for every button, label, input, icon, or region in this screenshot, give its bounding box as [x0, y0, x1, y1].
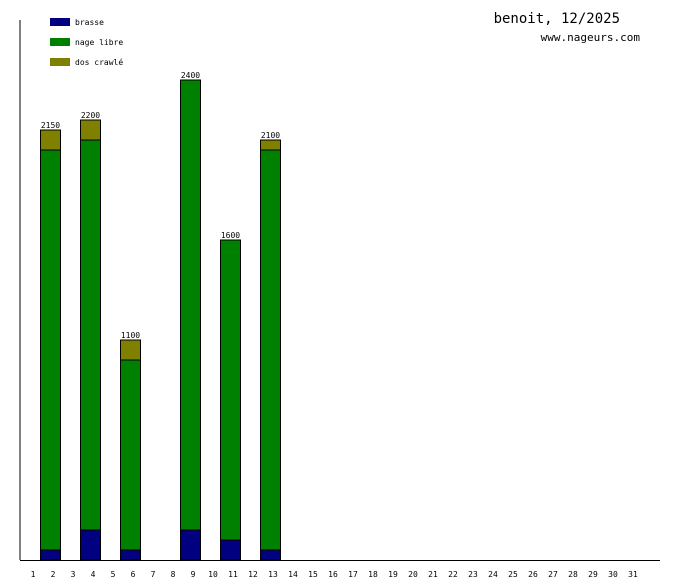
x-tick-label: 28	[568, 570, 578, 579]
x-tick-label: 10	[208, 570, 218, 579]
legend-label-1: nage libre	[75, 38, 123, 47]
x-tick-label: 5	[111, 570, 116, 579]
x-tick-label: 18	[368, 570, 378, 579]
x-tick-label: 8	[171, 570, 176, 579]
chart-title: benoit, 12/2025	[494, 11, 620, 27]
legend: brasse nage libre dos crawlé	[50, 18, 123, 67]
x-tick-label: 1	[31, 570, 36, 579]
bar-segment	[80, 119, 101, 141]
x-tick-label: 25	[508, 570, 518, 579]
bar-total-label: 2100	[261, 131, 280, 140]
bar-segment	[80, 529, 101, 561]
x-tick-label: 2	[51, 570, 56, 579]
x-tick-label: 6	[131, 570, 136, 579]
legend-label-2: dos crawlé	[75, 57, 123, 67]
x-tick-label: 11	[228, 570, 238, 579]
bar-segment	[180, 79, 201, 531]
x-tick-label: 21	[428, 570, 438, 579]
x-tick-label: 9	[191, 570, 196, 579]
bar-segment	[40, 149, 61, 551]
x-tick-label: 31	[628, 570, 638, 579]
bar-segment	[220, 539, 241, 561]
x-tick-label: 24	[488, 570, 498, 579]
x-tick-labels: 1 2 3 4 5 6 7 8 9 10 11 12 13 14 15 16 17 18 19 20 21 22 23 24 2…	[31, 570, 638, 579]
total-labels: 2150 2200 1100 2400 1600 2100	[41, 71, 280, 340]
bar-segment	[260, 549, 281, 561]
bar-segment	[120, 339, 141, 361]
bar-total-label: 2400	[181, 71, 200, 80]
legend-swatch-2	[50, 58, 70, 66]
bar-segment	[40, 549, 61, 561]
x-tick-label: 15	[308, 570, 318, 579]
chart-subtitle: www.nageurs.com	[541, 31, 641, 44]
x-tick-label: 22	[448, 570, 458, 579]
bar-segment	[260, 139, 281, 151]
legend-swatch-0	[50, 18, 70, 26]
x-tick-label: 26	[528, 570, 538, 579]
bar-total-label: 1100	[121, 331, 140, 340]
bar-segment	[80, 139, 101, 531]
x-tick-label: 7	[151, 570, 156, 579]
x-tick-label: 3	[71, 570, 76, 579]
bar-total-label: 1600	[221, 231, 240, 240]
x-tick-label: 16	[328, 570, 338, 579]
x-tick-label: 14	[288, 570, 298, 579]
x-tick-label: 19	[388, 570, 398, 579]
bar-segment	[260, 149, 281, 551]
x-tick-label: 13	[268, 570, 278, 579]
bar-segment	[180, 529, 201, 561]
bar-total-label: 2150	[41, 121, 60, 130]
x-tick-label: 23	[468, 570, 478, 579]
x-tick-label: 30	[608, 570, 618, 579]
legend-label-0: brasse	[75, 18, 104, 27]
bar-segment	[40, 129, 61, 151]
bar-segment	[220, 239, 241, 541]
x-tick-label: 17	[348, 570, 358, 579]
bar-segment	[120, 549, 141, 561]
x-tick-label: 27	[548, 570, 558, 579]
x-tick-label: 4	[91, 570, 96, 579]
legend-swatch-1	[50, 38, 70, 46]
bar-total-label: 2200	[81, 111, 100, 120]
bar-segment	[120, 359, 141, 551]
x-tick-label: 20	[408, 570, 418, 579]
x-tick-label: 12	[248, 570, 258, 579]
bars	[40, 79, 281, 561]
x-tick-label: 29	[588, 570, 598, 579]
